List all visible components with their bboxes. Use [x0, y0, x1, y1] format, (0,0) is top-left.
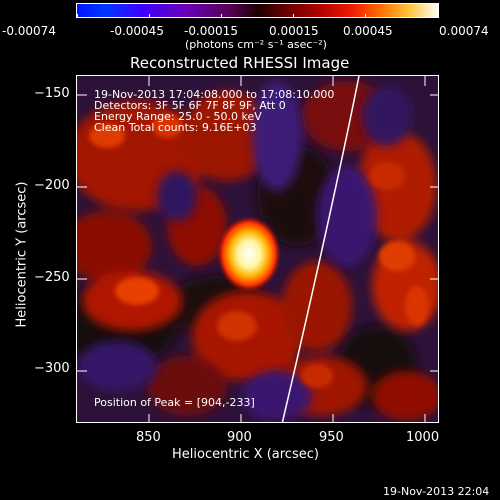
colorbar-tick [77, 14, 78, 18]
y-tick-label: −200 [34, 178, 70, 193]
x-tick-label: 900 [227, 430, 252, 445]
heatmap-plot: 19-Nov-2013 17:04:08.000 to 17:08:10.000… [76, 75, 439, 423]
colorbar-tick [149, 14, 150, 18]
info-line-energy: Energy Range: 25.0 - 50.0 keV [94, 110, 262, 123]
y-tick-label: −250 [34, 270, 70, 285]
solar-limb-line [281, 76, 360, 422]
y-tick-label: −300 [34, 361, 70, 376]
info-line-time: 19-Nov-2013 17:04:08.000 to 17:08:10.000 [94, 88, 335, 101]
peak-position-label: Position of Peak = [904,-233] [94, 396, 255, 409]
heatmap-bright-patches [89, 114, 429, 388]
colorbar-unit: (photons cm⁻² s⁻¹ asec⁻²) [185, 38, 327, 51]
info-line-clean: Clean Total counts: 9.16E+03 [94, 121, 257, 134]
colorbar-label: -0.00045 [110, 24, 164, 38]
colorbar-tick [365, 14, 366, 18]
heatmap-image [77, 76, 438, 422]
colorbar-label: 0.00015 [269, 24, 319, 38]
heatmap-svg [77, 76, 438, 422]
colorbar-label: 0.00045 [343, 24, 393, 38]
colorbar-label: 0.00074 [439, 24, 489, 38]
y-tick-label: −150 [34, 86, 70, 101]
colorbar-label: -0.00015 [184, 24, 238, 38]
heatmap-negative-regions [77, 81, 412, 421]
x-axis-label: Heliocentric X (arcsec) [172, 447, 319, 462]
plot-ticks-svg [77, 76, 438, 422]
plot-title: Reconstructed RHESSI Image [130, 54, 350, 72]
info-line-detectors: Detectors: 3F 5F 6F 7F 8F 9F, Att 0 [94, 99, 286, 112]
plot-ticks [77, 76, 438, 422]
x-tick-label: 850 [136, 430, 161, 445]
y-axis-label: Heliocentric Y (arcsec) [14, 181, 30, 328]
colorbar-label: -0.00074 [2, 24, 56, 38]
colorbar-tick [438, 14, 439, 18]
x-tick-label: 1000 [406, 430, 440, 445]
colorbar [76, 3, 439, 18]
colorbar-tick [293, 14, 294, 18]
footer-timestamp: 19-Nov-2013 22:04 [383, 485, 490, 498]
colorbar-tick [221, 14, 222, 18]
heatmap-peak-source [217, 216, 281, 292]
x-tick-label: 950 [319, 430, 344, 445]
